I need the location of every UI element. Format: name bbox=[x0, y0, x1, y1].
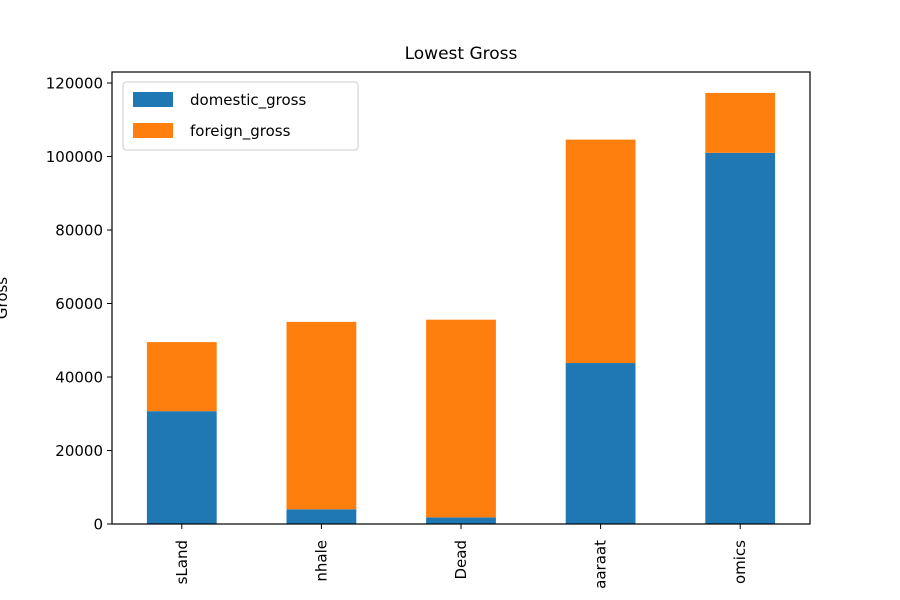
x-tick-label: omics bbox=[731, 540, 749, 584]
bar-domestic_gross-0 bbox=[146, 411, 217, 524]
bar-domestic_gross-2 bbox=[426, 517, 496, 524]
chart-title: Lowest Gross bbox=[405, 44, 518, 64]
bar-foreign_gross-2 bbox=[426, 319, 496, 518]
x-tick-label: aaraat bbox=[592, 540, 610, 589]
bar-foreign_gross-1 bbox=[286, 321, 357, 510]
bar-foreign_gross-0 bbox=[146, 342, 217, 412]
x-tick-label: nhale bbox=[312, 540, 330, 582]
bar-domestic_gross-3 bbox=[565, 363, 636, 524]
bar-foreign_gross-4 bbox=[705, 92, 776, 153]
y-tick-label: 20000 bbox=[55, 442, 103, 460]
legend-label-domestic_gross: domestic_gross bbox=[190, 91, 307, 110]
bar-domestic_gross-4 bbox=[705, 152, 776, 525]
legend: domestic_gross foreign_gross bbox=[122, 81, 359, 151]
legend-swatch-foreign_gross bbox=[133, 123, 173, 138]
y-tick-label: 60000 bbox=[55, 295, 103, 313]
y-ticks-group: 0 20000 40000 60000 80000 100000 120000 bbox=[46, 75, 112, 534]
bar-foreign_gross-3 bbox=[565, 139, 636, 364]
y-tick-label: 40000 bbox=[55, 369, 103, 387]
plot-area-frame bbox=[111, 71, 811, 525]
x-ticks-group: sLand nhale Dead aaraat omics bbox=[173, 524, 749, 589]
y-axis-label: Gross bbox=[0, 277, 11, 319]
y-tick-label: 120000 bbox=[46, 75, 103, 93]
x-tick-label: sLand bbox=[173, 540, 191, 584]
x-tick-label: Dead bbox=[452, 540, 470, 580]
y-tick-label: 100000 bbox=[46, 148, 103, 166]
bars-group bbox=[146, 92, 776, 525]
legend-label-foreign_gross: foreign_gross bbox=[190, 122, 291, 141]
y-tick-label: 0 bbox=[93, 516, 103, 534]
legend-frame bbox=[122, 81, 359, 151]
legend-swatch-domestic_gross bbox=[133, 92, 173, 107]
y-tick-label: 80000 bbox=[55, 222, 103, 240]
bar-domestic_gross-1 bbox=[286, 509, 357, 524]
